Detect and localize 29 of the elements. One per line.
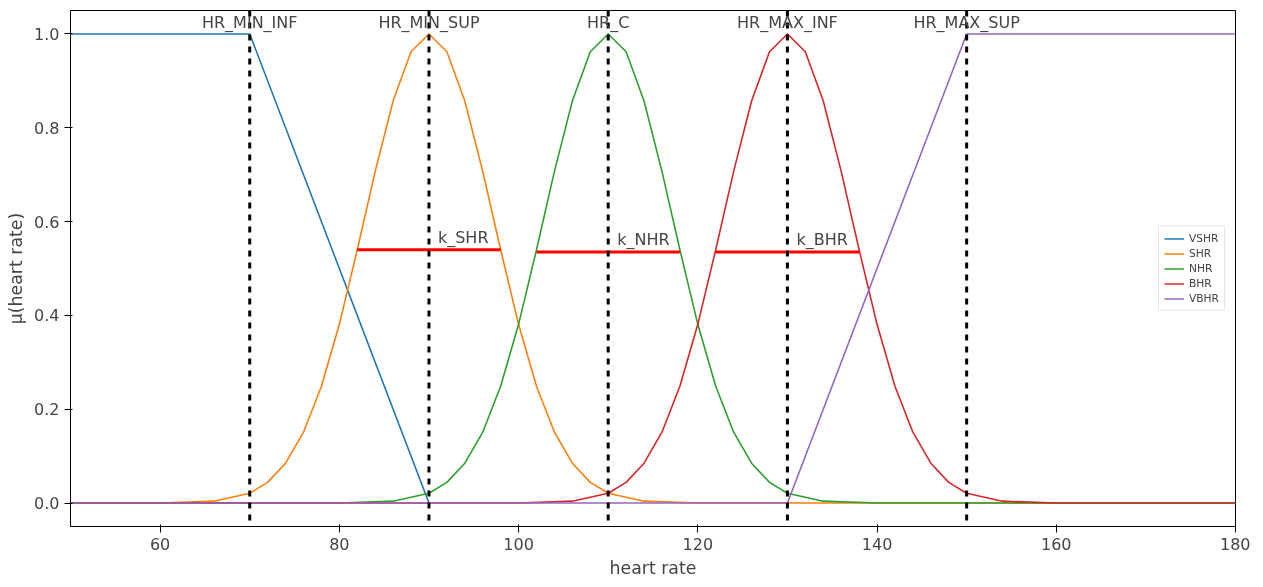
legend-label: NHR xyxy=(1188,261,1213,275)
ref-line-label: HR_MAX_INF xyxy=(737,12,838,33)
x-tick-label: 160 xyxy=(1041,534,1072,554)
annotation: k_SHR xyxy=(437,227,489,248)
annotation: k_NHR xyxy=(617,230,670,251)
legend-label: BHR xyxy=(1188,276,1212,290)
y-axis-title: μ(heart rate) xyxy=(6,212,27,325)
x-axis-title: heart rate xyxy=(609,557,697,578)
x-tick-label: 180 xyxy=(1219,534,1251,554)
annotation: k_BHR xyxy=(796,230,848,251)
x-tick-label: 120 xyxy=(682,534,714,554)
ref-line-label: HR_MAX_SUP xyxy=(913,12,1021,33)
y-tick-label: 1.0 xyxy=(34,24,60,44)
ref-line-label: HR_MIN_SUP xyxy=(378,12,480,33)
x-tick-label: 140 xyxy=(861,534,893,554)
y-tick-label: 0.8 xyxy=(34,118,60,138)
ref-line-label: HR_C xyxy=(587,12,630,33)
line-series xyxy=(70,33,1236,504)
x-tick-label: 100 xyxy=(503,534,534,554)
x-tick-label: 80 xyxy=(329,534,350,554)
y-tick-label: 0.0 xyxy=(34,494,60,514)
x-tick-label: 60 xyxy=(149,534,171,554)
y-tick-label: 0.6 xyxy=(34,212,60,232)
legend-label: VSHR xyxy=(1188,231,1219,245)
legend-label: VBHR xyxy=(1188,291,1219,305)
legend-label: SHR xyxy=(1188,246,1212,260)
ref-line-label: HR_MIN_INF xyxy=(201,12,298,33)
y-tick-label: 0.2 xyxy=(34,400,60,420)
y-tick-label: 0.4 xyxy=(34,306,60,326)
